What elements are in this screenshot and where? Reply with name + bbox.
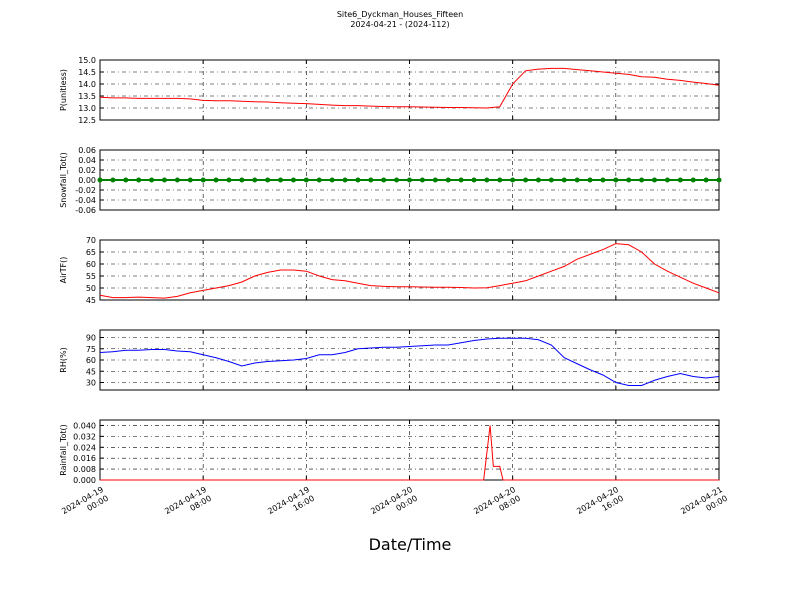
y-tick-label: 30 [86, 379, 96, 388]
y-tick-label: 90 [86, 334, 96, 343]
data-point [548, 177, 554, 183]
data-point [419, 177, 425, 183]
data-point [213, 177, 219, 183]
data-point [613, 177, 619, 183]
data-point [535, 177, 541, 183]
y-tick-label: 0.04 [78, 156, 96, 165]
data-point [368, 177, 374, 183]
chart-title: Site6_Dyckman_Houses_Fifteen [337, 10, 463, 19]
y-tick-label: 0.02 [78, 166, 96, 175]
data-point [316, 177, 322, 183]
data-point [136, 177, 142, 183]
data-point [574, 177, 580, 183]
data-point [703, 177, 709, 183]
y-tick-label: 75 [86, 345, 96, 354]
y-tick-label: 60 [86, 260, 96, 269]
data-point [226, 177, 232, 183]
data-point [161, 177, 167, 183]
y-tick-label: 0.032 [73, 432, 96, 441]
data-point [497, 177, 503, 183]
data-line [99, 337, 720, 386]
y-tick-label: 12.5 [78, 116, 96, 125]
data-point [394, 177, 400, 183]
data-point [290, 177, 296, 183]
y-tick-label: 13.0 [78, 104, 96, 113]
data-point [664, 177, 670, 183]
data-point [471, 177, 477, 183]
data-point [239, 177, 245, 183]
y-tick-label: 0.016 [73, 454, 96, 463]
y-tick-label: 70 [86, 236, 96, 245]
data-point [652, 177, 658, 183]
y-tick-label: -0.06 [75, 206, 96, 215]
x-axis-label: Date/Time [369, 535, 452, 554]
data-point [355, 177, 361, 183]
data-point [458, 177, 464, 183]
data-point [407, 177, 412, 183]
y-axis-label: RH(%) [59, 347, 68, 372]
data-point [626, 177, 632, 183]
data-line [99, 243, 720, 299]
data-point [445, 177, 451, 183]
y-tick-label: 45 [86, 296, 96, 305]
data-point [523, 177, 529, 183]
y-axis-label: P(unitless) [59, 69, 68, 111]
y-tick-label: 13.5 [78, 92, 96, 101]
y-tick-label: 0.024 [73, 443, 96, 452]
data-point [200, 177, 206, 183]
data-point [381, 177, 387, 183]
data-point [278, 177, 284, 183]
data-point [123, 177, 129, 183]
y-tick-label: 0.040 [73, 421, 96, 430]
data-point [252, 177, 258, 183]
data-point [716, 177, 722, 183]
chart-subtitle: 2024-04-21 - (2024-112) [350, 20, 449, 29]
y-tick-label: 14.5 [78, 68, 96, 77]
y-tick-label: -0.04 [75, 196, 96, 205]
data-point [97, 177, 103, 183]
data-point [561, 177, 567, 183]
y-tick-label: -0.02 [75, 186, 96, 195]
y-tick-label: 0.00 [78, 176, 96, 185]
y-tick-label: 0.008 [73, 465, 96, 474]
data-point [587, 177, 593, 183]
y-tick-label: 15.0 [78, 56, 96, 65]
data-point [174, 177, 180, 183]
y-tick-label: 60 [86, 356, 96, 365]
data-point [690, 177, 696, 183]
data-point [484, 177, 490, 183]
data-point [303, 177, 309, 183]
y-axis-label: Snowfall_Tot() [59, 152, 68, 208]
y-tick-label: 14.0 [78, 80, 96, 89]
y-tick-label: 55 [86, 272, 96, 281]
data-point [510, 177, 516, 183]
data-point [110, 177, 116, 183]
data-point [342, 177, 348, 183]
data-line [99, 67, 720, 109]
y-tick-label: 45 [86, 367, 96, 376]
data-point [677, 177, 683, 183]
data-point [187, 177, 193, 183]
y-tick-label: 50 [86, 284, 96, 293]
y-axis-label: Rainfall_Tot() [59, 424, 68, 476]
data-point [329, 177, 335, 183]
data-point [265, 177, 271, 183]
y-tick-label: 0.000 [73, 476, 96, 485]
y-tick-label: 0.06 [78, 146, 96, 155]
data-point [432, 177, 438, 183]
y-tick-label: 65 [86, 248, 96, 257]
y-axis-label: AirTF() [59, 257, 68, 284]
data-point [149, 177, 155, 183]
data-point [600, 177, 606, 183]
data-point [639, 177, 645, 183]
data-line [100, 425, 719, 481]
